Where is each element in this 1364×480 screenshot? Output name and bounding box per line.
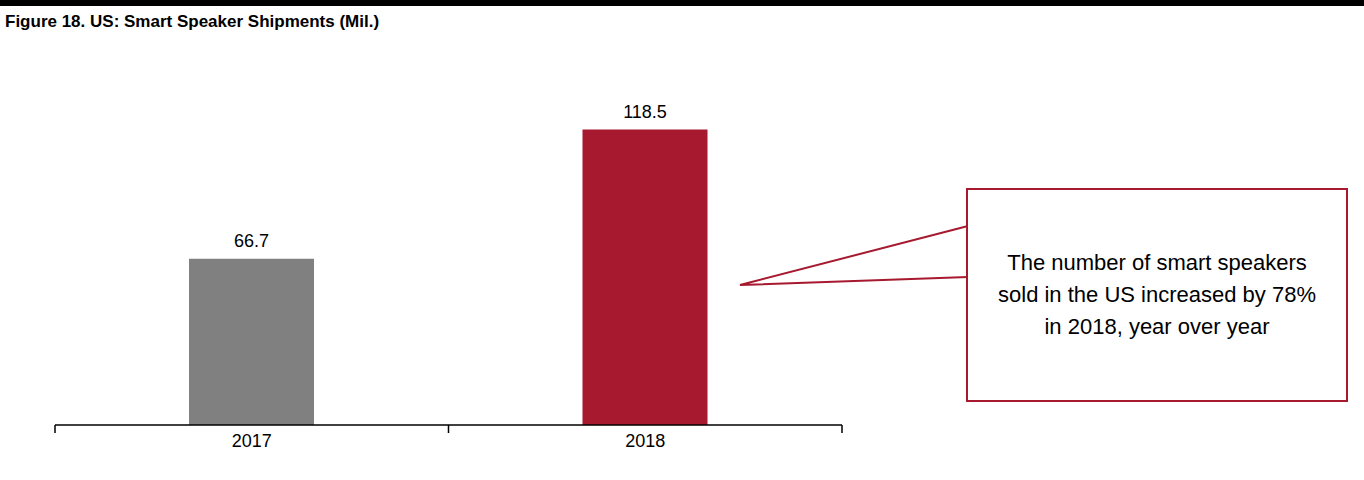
svg-text:66.7: 66.7: [234, 231, 269, 251]
svg-text:2017: 2017: [232, 431, 272, 451]
svg-text:118.5: 118.5: [623, 102, 667, 122]
html-text:The number of smart speakers s: The number of smart speakers sold in the…: [998, 250, 1316, 339]
html-text:Figure 18. US: Smart Speaker S: Figure 18. US: Smart Speaker Shipments (…: [5, 12, 380, 31]
svg-text:2018: 2018: [625, 431, 665, 451]
